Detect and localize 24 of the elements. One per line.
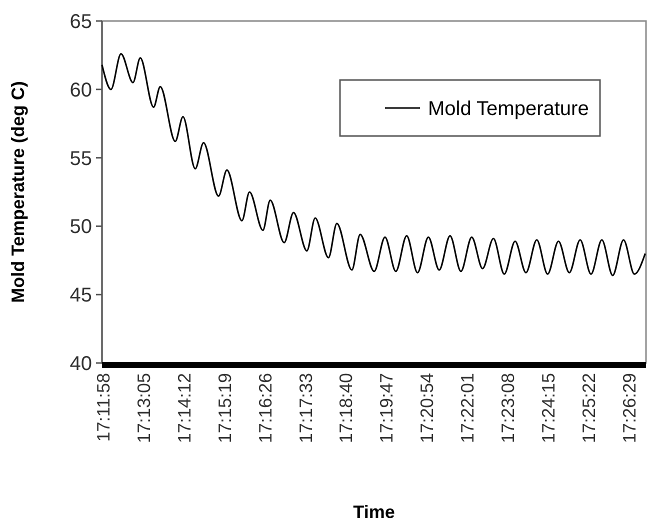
line-series xyxy=(101,53,646,276)
x-tick-label: 17:15:19 xyxy=(214,373,235,444)
legend-label: Mold Temperature xyxy=(428,98,589,120)
y-tick-label: 55 xyxy=(70,148,92,170)
x-tick-label: 17:11:58 xyxy=(94,373,114,442)
x-axis-title: Time xyxy=(353,502,395,522)
x-tick-label: 17:20:54 xyxy=(417,373,438,444)
y-tick-label: 45 xyxy=(70,284,92,307)
y-axis-title: Mold Temperature (deg C) xyxy=(8,81,28,303)
x-tick-label: 17:14:12 xyxy=(174,373,194,444)
x-tick-label: 17:25:22 xyxy=(578,373,599,444)
x-tick-label: 17:13:05 xyxy=(134,373,154,444)
x-tick-label: 17:23:08 xyxy=(498,373,518,444)
x-tick-label: 17:16:26 xyxy=(255,373,276,444)
x-tick-label: 17:26:29 xyxy=(619,373,640,444)
x-tick-label: 17:24:15 xyxy=(538,373,558,444)
y-tick-label: 50 xyxy=(70,216,92,238)
y-tick-label: 65 xyxy=(70,11,92,33)
x-tick-label: 17:18:40 xyxy=(336,373,356,444)
x-tick-label: 17:22:01 xyxy=(458,373,478,444)
y-tick-label: 40 xyxy=(70,353,92,375)
x-tick-label: 17:17:33 xyxy=(296,373,316,444)
y-tick-label: 60 xyxy=(70,79,92,102)
x-tick-label: 17:19:47 xyxy=(376,373,397,444)
